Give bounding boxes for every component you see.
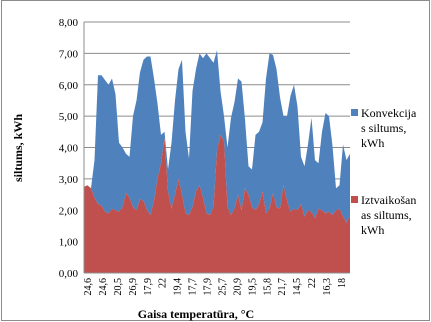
area-iztvaikosanas	[84, 134, 350, 273]
x-axis-title: Gaisa temperatūra, °C	[138, 307, 254, 321]
y-tick-label: 0,00	[59, 268, 79, 280]
y-tick-labels: 0,00 1,00 2,00 3,00 4,00 5,00 6,00 7,00 8,00	[59, 17, 79, 280]
legend: Konvekcija s siltums, kWh Iztvaikošan as sil…	[351, 106, 417, 237]
x-tick-label: 17,7	[188, 278, 199, 296]
x-tick-labels: 24,6 24,6 20,5 26,9 17,9 22 19,4 17,7 17,9 25,7 20…	[83, 278, 348, 296]
area-series	[84, 50, 350, 273]
x-tick-label: 22	[158, 278, 169, 288]
y-tick-label: 7,00	[59, 48, 79, 60]
legend-item: Konvekcija s siltums, kWh	[351, 106, 417, 150]
legend-label: Iztvaikošan as siltums, kWh	[361, 193, 416, 237]
x-tick-label: 24,6	[83, 278, 94, 296]
x-axis-title-text: Gaisa temperatūra,	[138, 307, 241, 321]
legend-swatch	[351, 196, 358, 203]
x-tick-label: 17,9	[203, 278, 214, 296]
x-tick-label: 15,8	[262, 278, 273, 296]
legend-label: Konvekcija s siltums, kWh	[361, 106, 417, 150]
y-tick-label: 4,00	[59, 143, 79, 155]
x-tick-label: 21,7	[277, 278, 288, 296]
legend-item: Iztvaikošan as siltums, kWh	[351, 193, 416, 237]
x-tick-label: 14,5	[292, 278, 303, 296]
x-tick-label: 26,9	[128, 278, 139, 296]
area-konvekcijas	[84, 50, 350, 223]
y-axis-title: siltums, kWh	[11, 114, 25, 182]
x-tick-label: 16,3	[322, 278, 333, 296]
y-tick-label: 3,00	[59, 174, 79, 186]
axes	[83, 22, 350, 274]
x-tick-label: 19,4	[173, 278, 184, 296]
x-tick-label: 20,9	[232, 278, 243, 296]
y-tick-label: 1,00	[59, 237, 79, 249]
x-axis-title-unit: °C	[241, 307, 254, 321]
y-tick-label: 6,00	[59, 80, 79, 92]
x-tick-label: 20,5	[113, 278, 124, 296]
x-tick-label: 18	[337, 278, 348, 288]
legend-swatch	[351, 109, 358, 116]
x-tick-label: 25,7	[218, 278, 229, 296]
x-tick-label: 22	[307, 278, 318, 288]
y-tick-label: 5,00	[59, 111, 79, 123]
x-tick-label: 24,6	[98, 278, 109, 296]
y-tick-label: 2,00	[59, 205, 79, 217]
y-tick-label: 8,00	[59, 17, 79, 29]
x-tick-label: 17,9	[143, 278, 154, 296]
x-tick-label: 19,5	[247, 278, 258, 296]
